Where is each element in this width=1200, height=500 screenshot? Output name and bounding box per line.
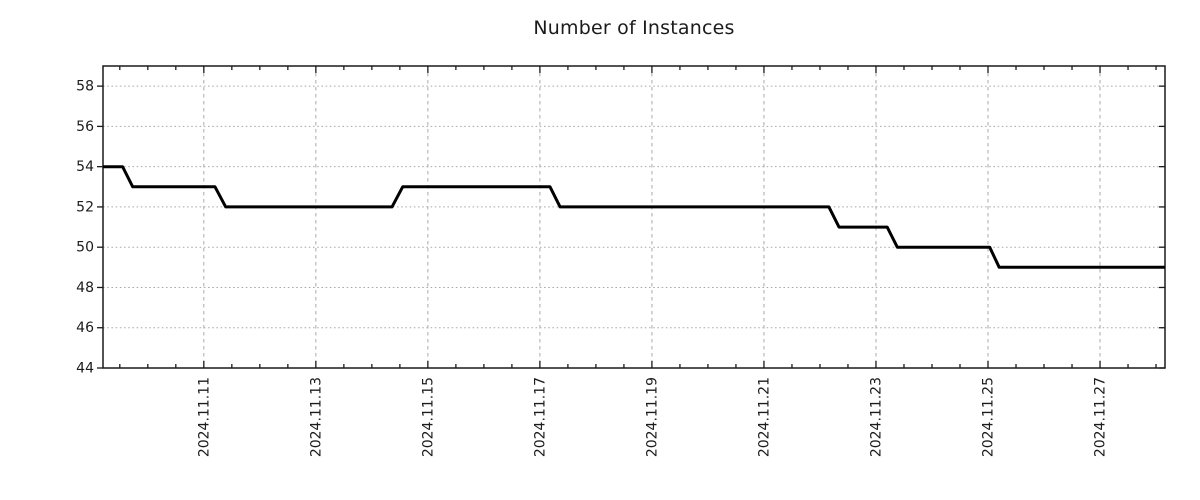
plot-border: [102, 65, 1166, 369]
chart-title: Number of Instances: [533, 17, 735, 39]
x-tick-label: 2024.11.15: [420, 377, 436, 457]
y-tick-label: 54: [76, 159, 94, 175]
y-tick-label: 58: [76, 79, 94, 95]
x-tick-label: 2024.11.17: [532, 377, 548, 457]
x-tick-label: 2024.11.13: [308, 377, 324, 457]
y-tick-label: 46: [76, 320, 94, 336]
y-tick-label: 50: [76, 240, 94, 256]
y-tick-label: 48: [76, 280, 94, 296]
x-tick-label: 2024.11.27: [1093, 377, 1109, 457]
y-tick-label: 52: [76, 199, 94, 215]
x-tick-label: 2024.11.23: [868, 377, 884, 457]
y-tick-label: 56: [76, 119, 94, 135]
x-tick-label: 2024.11.19: [644, 377, 660, 457]
x-tick-label: 2024.11.21: [756, 377, 772, 457]
series-line-instances: [103, 165, 1165, 269]
x-tick-label: 2024.11.25: [980, 377, 996, 457]
y-tick-label: 44: [76, 360, 94, 376]
x-tick-label: 2024.11.11: [196, 377, 212, 457]
